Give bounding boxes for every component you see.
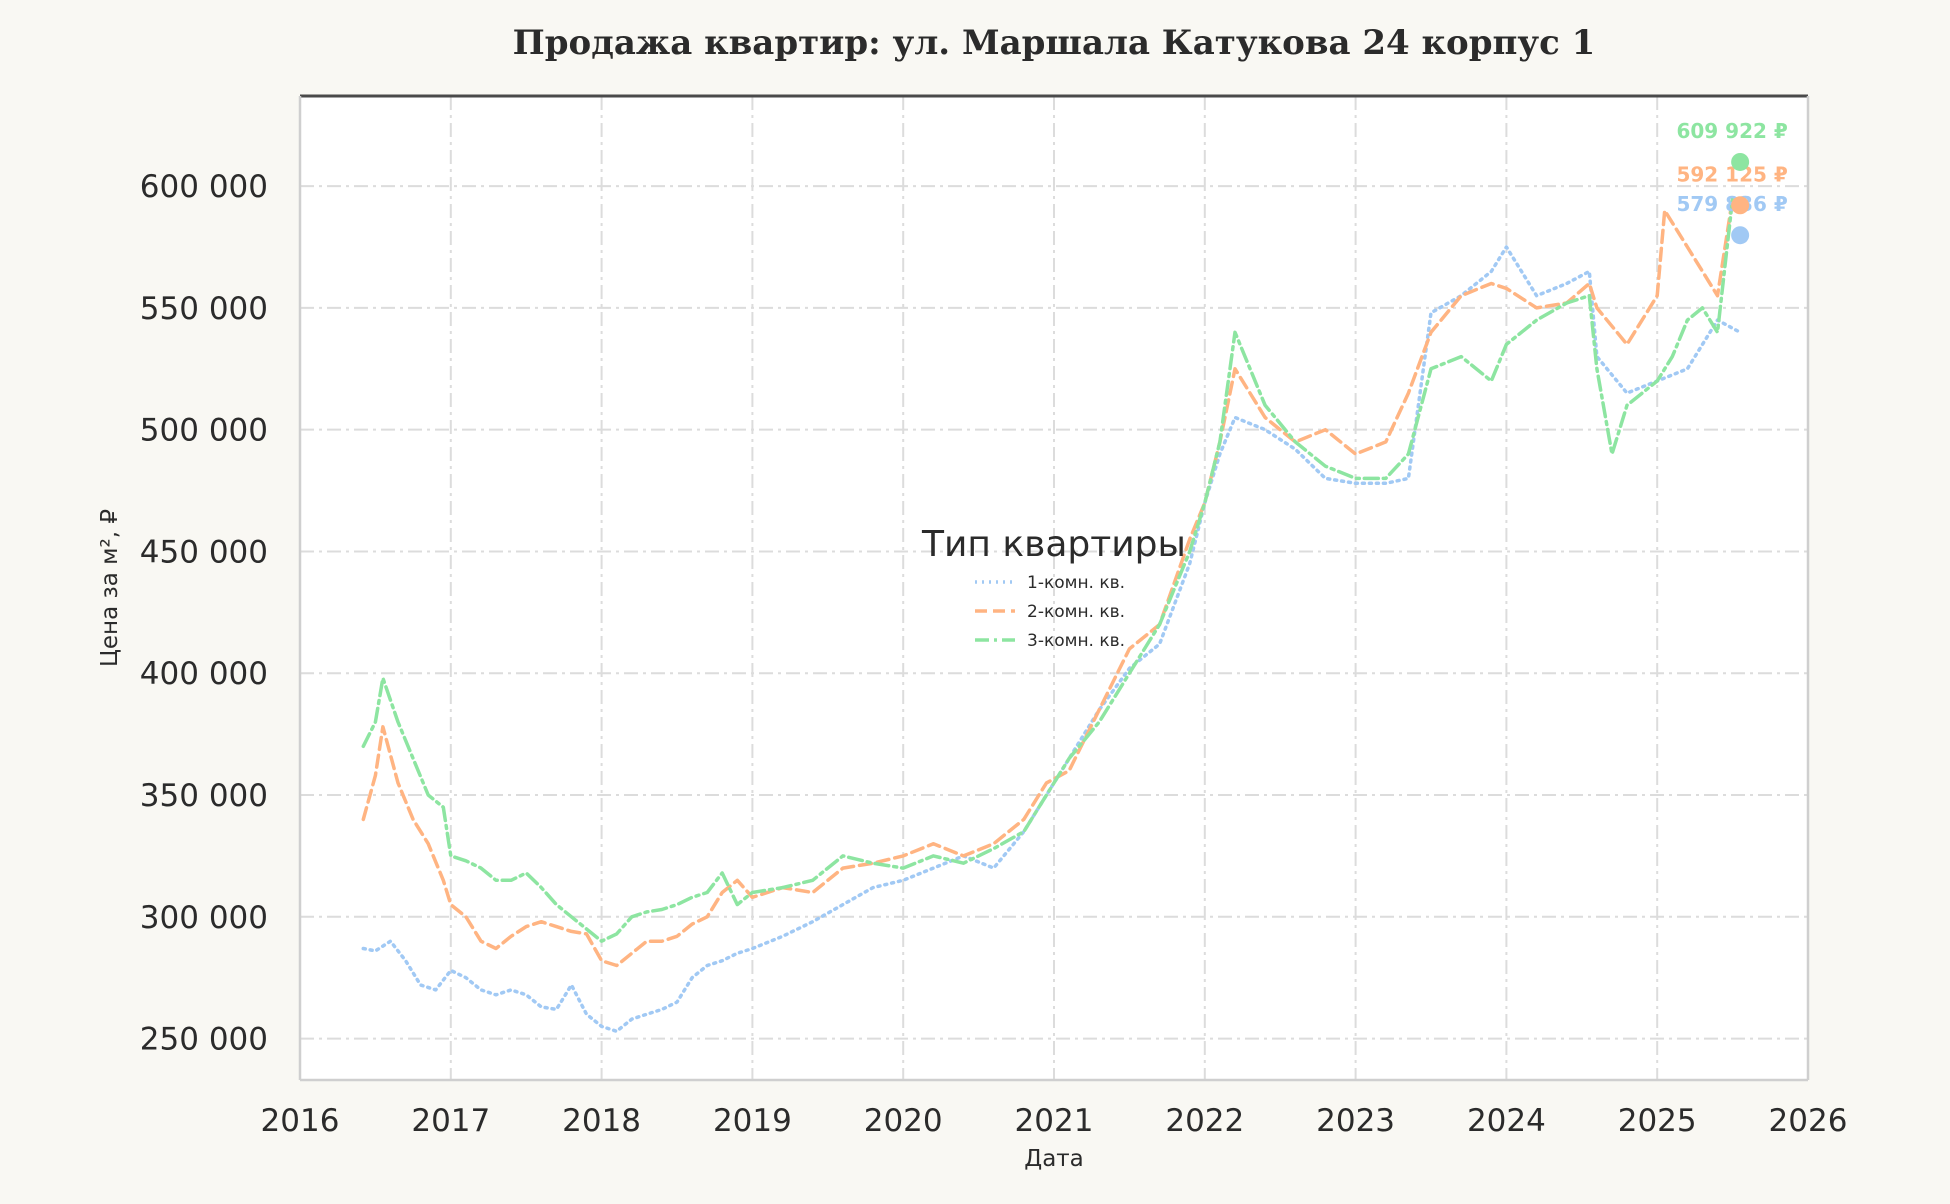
axis-ticks: 2016 2017 2018 2019 2020 2021 2022 2023 2024 2025… — [140, 169, 1848, 1139]
legend-label: 1-комн. кв. — [1027, 573, 1125, 593]
chart-title: Продажа квартир: ул. Маршала Катукова 24… — [513, 23, 1596, 63]
legend-label: 2-комн. кв. — [1027, 602, 1125, 622]
y-tick-label: 600 000 — [140, 169, 268, 205]
y-tick-label: 450 000 — [140, 534, 268, 570]
series-endpoint-3 — [1731, 152, 1750, 171]
series-line-2 — [361, 196, 1735, 968]
x-tick-label: 2017 — [411, 1103, 490, 1139]
x-axis-label: Дата — [1024, 1146, 1084, 1172]
y-tick-label: 350 000 — [140, 778, 268, 814]
x-tick-label: 2018 — [562, 1103, 641, 1139]
series-lines — [361, 196, 1742, 1034]
y-tick-label: 300 000 — [140, 900, 268, 936]
y-tick-label: 550 000 — [140, 291, 268, 327]
legend-title: Тип квартиры — [921, 524, 1186, 565]
x-tick-label: 2023 — [1316, 1103, 1395, 1139]
x-tick-label: 2025 — [1618, 1103, 1697, 1139]
x-tick-label: 2026 — [1769, 1103, 1848, 1139]
x-tick-label: 2021 — [1015, 1103, 1094, 1139]
x-tick-label: 2022 — [1165, 1103, 1244, 1139]
series-line-3 — [361, 196, 1735, 943]
y-tick-label: 250 000 — [140, 1022, 268, 1058]
series-endpoints: 579 836 ₽592 125 ₽609 922 ₽ — [1676, 119, 1788, 245]
x-tick-label: 2024 — [1467, 1103, 1546, 1139]
x-tick-label: 2016 — [261, 1103, 340, 1139]
series-end-label-2: 592 125 ₽ — [1676, 162, 1787, 186]
series-line-1 — [361, 245, 1742, 1034]
y-tick-label: 400 000 — [140, 656, 268, 692]
legend-label: 3-комн. кв. — [1027, 631, 1125, 651]
series-endpoint-1 — [1731, 226, 1750, 245]
x-tick-label: 2019 — [713, 1103, 792, 1139]
legend-items: 1-комн. кв. 2-комн. кв. 3-комн. кв. — [975, 573, 1125, 651]
y-axis-label: Цена за м², ₽ — [97, 509, 123, 667]
y-tick-label: 500 000 — [140, 413, 268, 449]
x-tick-label: 2020 — [864, 1103, 943, 1139]
series-endpoint-2 — [1731, 196, 1750, 215]
series-end-label-3: 609 922 ₽ — [1676, 119, 1787, 143]
legend: Тип квартиры 1-комн. кв. 2-комн. кв. 3-ком… — [921, 524, 1186, 651]
